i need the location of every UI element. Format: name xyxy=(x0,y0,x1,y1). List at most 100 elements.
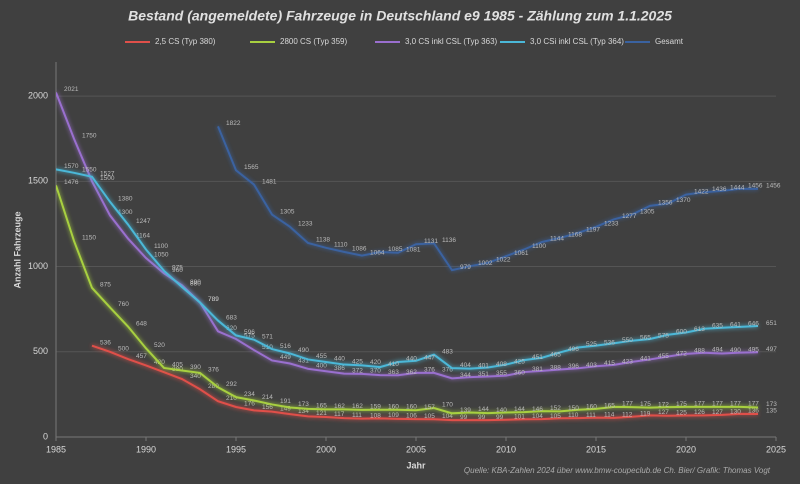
data-label: 1481 xyxy=(262,178,277,185)
data-label: 1233 xyxy=(604,221,619,228)
data-label: 1064 xyxy=(370,249,385,256)
data-label: 108 xyxy=(370,412,381,419)
data-label: 550 xyxy=(622,337,633,344)
data-label: 165 xyxy=(316,403,327,410)
data-label: 396 xyxy=(568,363,579,370)
data-label: 121 xyxy=(316,410,327,417)
data-label: 425 xyxy=(514,358,525,365)
data-label: 431 xyxy=(298,357,309,364)
data-label: 1822 xyxy=(226,120,241,127)
data-label: 875 xyxy=(100,282,111,289)
y-tick-label: 0 xyxy=(43,431,48,441)
data-label: 144 xyxy=(478,406,489,413)
data-label: 127 xyxy=(658,409,669,416)
data-label: 1370 xyxy=(676,197,691,204)
data-label: 372 xyxy=(352,367,363,374)
data-label: 1305 xyxy=(280,208,295,215)
data-label: 1168 xyxy=(568,232,582,239)
data-label: 146 xyxy=(532,406,543,413)
data-label: 234 xyxy=(244,391,255,398)
series-line xyxy=(91,344,759,422)
data-label: 1136 xyxy=(442,237,456,244)
data-label: 455 xyxy=(316,353,327,360)
data-label: 139 xyxy=(460,407,471,414)
data-label: 403 xyxy=(586,362,597,369)
data-label: 415 xyxy=(604,360,615,367)
x-tick-label: 2000 xyxy=(316,444,336,454)
data-label: 176 xyxy=(244,401,255,408)
data-label: 465 xyxy=(550,351,561,358)
data-label: 646 xyxy=(748,321,759,328)
y-tick-label: 1000 xyxy=(28,261,48,271)
data-label: 150 xyxy=(568,405,579,412)
data-label: 111 xyxy=(352,412,362,419)
data-label: 127 xyxy=(712,409,723,416)
data-label: 175 xyxy=(676,401,687,408)
data-label: 488 xyxy=(694,348,705,355)
data-label: 425 xyxy=(352,358,363,365)
data-label: 376 xyxy=(208,367,219,374)
data-label: 440 xyxy=(406,356,417,363)
data-label: 979 xyxy=(460,264,471,271)
data-label: 1022 xyxy=(496,257,511,264)
x-axis-label: Jahr xyxy=(406,460,426,470)
data-label: 408 xyxy=(496,361,507,368)
data-label: 455 xyxy=(658,353,669,360)
data-label: 159 xyxy=(370,404,381,411)
data-label: 1100 xyxy=(154,243,168,250)
data-label: 2021 xyxy=(64,86,79,93)
series-line xyxy=(56,185,759,415)
data-label: 170 xyxy=(442,402,453,409)
data-label: 173 xyxy=(766,401,777,408)
data-label: 536 xyxy=(604,339,615,346)
data-label: 175 xyxy=(640,401,651,408)
data-label: 172 xyxy=(658,401,669,408)
data-label: 1081 xyxy=(406,246,421,253)
legend-label: Gesamt xyxy=(655,37,684,46)
data-label: 575 xyxy=(244,333,255,340)
data-label: 760 xyxy=(118,301,129,308)
data-label: 386 xyxy=(334,365,345,372)
data-label: 1164 xyxy=(136,232,150,239)
data-label: 177 xyxy=(622,401,633,408)
data-label: 134 xyxy=(298,408,309,415)
data-label: 1300 xyxy=(118,209,133,216)
data-label: 651 xyxy=(766,320,777,327)
data-label: 1500 xyxy=(100,175,115,182)
legend-label: 2800 CS (Typ 359) xyxy=(280,37,347,46)
data-label: 1456 xyxy=(748,183,763,190)
data-label: 1100 xyxy=(532,243,546,250)
data-label: 99 xyxy=(460,414,468,421)
data-label: 292 xyxy=(226,381,237,388)
data-label: 1456 xyxy=(766,183,781,190)
data-label: 880 xyxy=(190,281,201,288)
data-label: 117 xyxy=(334,411,345,418)
data-label: 440 xyxy=(334,356,345,363)
data-label: 596 xyxy=(244,329,255,336)
legend-label: 3,0 CS inkl CSL (Typ 363) xyxy=(405,37,498,46)
x-tick-label: 2020 xyxy=(676,444,696,454)
series-line xyxy=(56,92,759,380)
data-label: 1380 xyxy=(118,195,133,202)
data-label: 490 xyxy=(730,347,741,354)
data-label: 1050 xyxy=(154,252,169,259)
data-label: 405 xyxy=(172,362,183,369)
source-note: Quelle: KBA-Zahlen 2024 über www.bmw-cou… xyxy=(464,466,771,475)
data-label: 1422 xyxy=(694,188,709,195)
legend-label: 3,0 CSi inkl CSL (Typ 364) xyxy=(530,37,624,46)
data-label: 536 xyxy=(100,339,111,346)
x-tick-label: 2015 xyxy=(586,444,606,454)
data-label: 1305 xyxy=(640,208,655,215)
data-label: 210 xyxy=(226,395,237,402)
x-tick-label: 1985 xyxy=(46,444,66,454)
data-label: 363 xyxy=(388,369,399,376)
data-label: 101 xyxy=(514,414,525,421)
data-label: 1144 xyxy=(550,236,564,243)
data-label: 635 xyxy=(712,322,723,329)
data-label: 497 xyxy=(766,346,777,353)
data-label: 376 xyxy=(424,367,435,374)
data-label: 1527 xyxy=(100,170,115,177)
data-label: 890 xyxy=(190,279,201,286)
data-label: 130 xyxy=(730,409,741,416)
